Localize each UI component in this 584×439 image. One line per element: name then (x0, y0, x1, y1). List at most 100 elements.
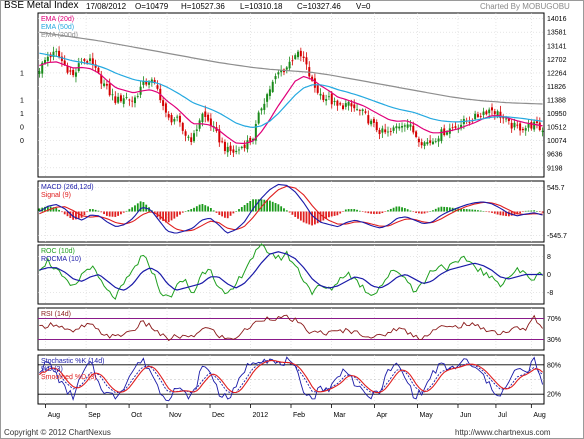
macd-hist-bar (209, 208, 212, 212)
macd-hist-bar (55, 207, 58, 212)
candle-body (336, 100, 339, 106)
sto-ytick-label-1: 20% (547, 392, 561, 399)
candle-body (403, 125, 406, 127)
candle-body (97, 67, 100, 73)
macd-hist-bar (187, 210, 190, 212)
macd-hist-bar (339, 211, 342, 214)
macd-histogram (38, 199, 544, 226)
roc-ytick-label-0: 8 (547, 254, 551, 261)
candle-body (218, 129, 221, 143)
candle-body (226, 146, 229, 153)
macd-hist-bar (499, 211, 502, 216)
macd-hist-bar (159, 211, 162, 220)
macd-hist-bar (370, 211, 373, 214)
price-series-3-line (39, 31, 543, 105)
candle-body (153, 79, 156, 84)
macd-hist-bar (226, 211, 229, 219)
macd-hist-bar (269, 200, 271, 212)
roc-legend-2: ROCMA (10) (41, 256, 81, 263)
candle-body (530, 122, 533, 129)
macd-hist-bar (530, 210, 533, 212)
candle-body (342, 105, 345, 110)
candle-body (209, 118, 212, 127)
candle-body (274, 76, 277, 80)
macd-hist-bar (80, 211, 83, 218)
candle-body (361, 109, 364, 112)
macd-hist-bar (218, 211, 221, 215)
candle-body (476, 114, 479, 117)
candle-body (263, 103, 266, 110)
candle-body (474, 113, 477, 120)
macd-hist-bar (97, 210, 100, 212)
macd-hist-bar (294, 211, 297, 217)
macd-hist-bar (238, 209, 240, 212)
price-left-tick-0: 1 (20, 70, 24, 77)
candle-body (426, 142, 429, 145)
macd-hist-bar (437, 207, 440, 212)
candle-body (524, 128, 527, 131)
sto-series-1-line (39, 356, 544, 402)
macd-hist-bar (305, 211, 308, 224)
macd-hist-bar (434, 208, 437, 212)
macd-hist-bar (193, 207, 195, 212)
candle-body (505, 118, 508, 120)
candle-body (178, 115, 181, 123)
macd-hist-bar (75, 211, 77, 220)
macd-hist-bar (285, 210, 288, 212)
price-ytick-label-9: 10074 (547, 138, 567, 145)
price-ytick-label-7: 10950 (547, 111, 567, 118)
candle-body (353, 104, 356, 109)
candle-body (257, 112, 260, 124)
macd-hist-bar (128, 209, 131, 212)
macd-hist-bar (358, 210, 361, 212)
macd-hist-bar (482, 211, 485, 212)
price-ytick-label-6: 11388 (547, 98, 566, 105)
macd-hist-bar (522, 211, 524, 213)
candle-body (136, 95, 139, 97)
price-ytick-label-5: 11826 (547, 84, 566, 91)
candle-body (451, 127, 454, 129)
candle-body (108, 83, 111, 96)
candle-body (364, 111, 367, 113)
price-left-tick-4: 0 (20, 138, 24, 145)
candle-body (468, 122, 471, 123)
macd-hist-bar (232, 211, 235, 214)
macd-hist-bar (176, 211, 179, 217)
xtick-label-6: Feb (293, 412, 305, 419)
macd-hist-bar (302, 211, 305, 223)
rsi-series-1-line (39, 314, 543, 342)
macd-ytick-label-2: -545.7 (547, 233, 567, 240)
candle-body (66, 65, 69, 73)
macd-hist-bar (266, 200, 269, 212)
macd-hist-bar (134, 205, 136, 212)
candle-body (327, 96, 330, 98)
candle-body (44, 60, 47, 64)
candle-body (389, 131, 392, 132)
candle-body (488, 109, 491, 114)
macd-hist-bar (311, 211, 313, 226)
macd-hist-bar (429, 211, 432, 212)
candle-body (434, 141, 437, 143)
macd-hist-bar (420, 211, 423, 214)
candle-body (223, 141, 226, 152)
macd-hist-bar (246, 203, 249, 212)
candle-body (170, 114, 173, 123)
xtick-label-5: 2012 (253, 412, 269, 419)
macd-hist-bar (505, 211, 507, 217)
candle-body (415, 131, 418, 137)
candle-body (86, 61, 89, 64)
macd-hist-bar (460, 208, 462, 212)
macd-hist-bar (415, 211, 417, 213)
candle-body (195, 129, 198, 131)
macd-hist-bar (316, 211, 319, 224)
candle-body (325, 99, 328, 101)
price-ytick-label-1: 13581 (547, 30, 567, 37)
chart-header: BSE Metal Index 17/08/2012 O=10479 H=105… (0, 0, 584, 12)
macd-legend-2: Signal (9) (41, 192, 71, 199)
candle-body (74, 72, 77, 77)
rsi-ytick-label-1: 30% (547, 337, 561, 344)
candle-body (122, 98, 125, 104)
macd-hist-bar (181, 211, 184, 213)
candle-body (541, 130, 544, 132)
